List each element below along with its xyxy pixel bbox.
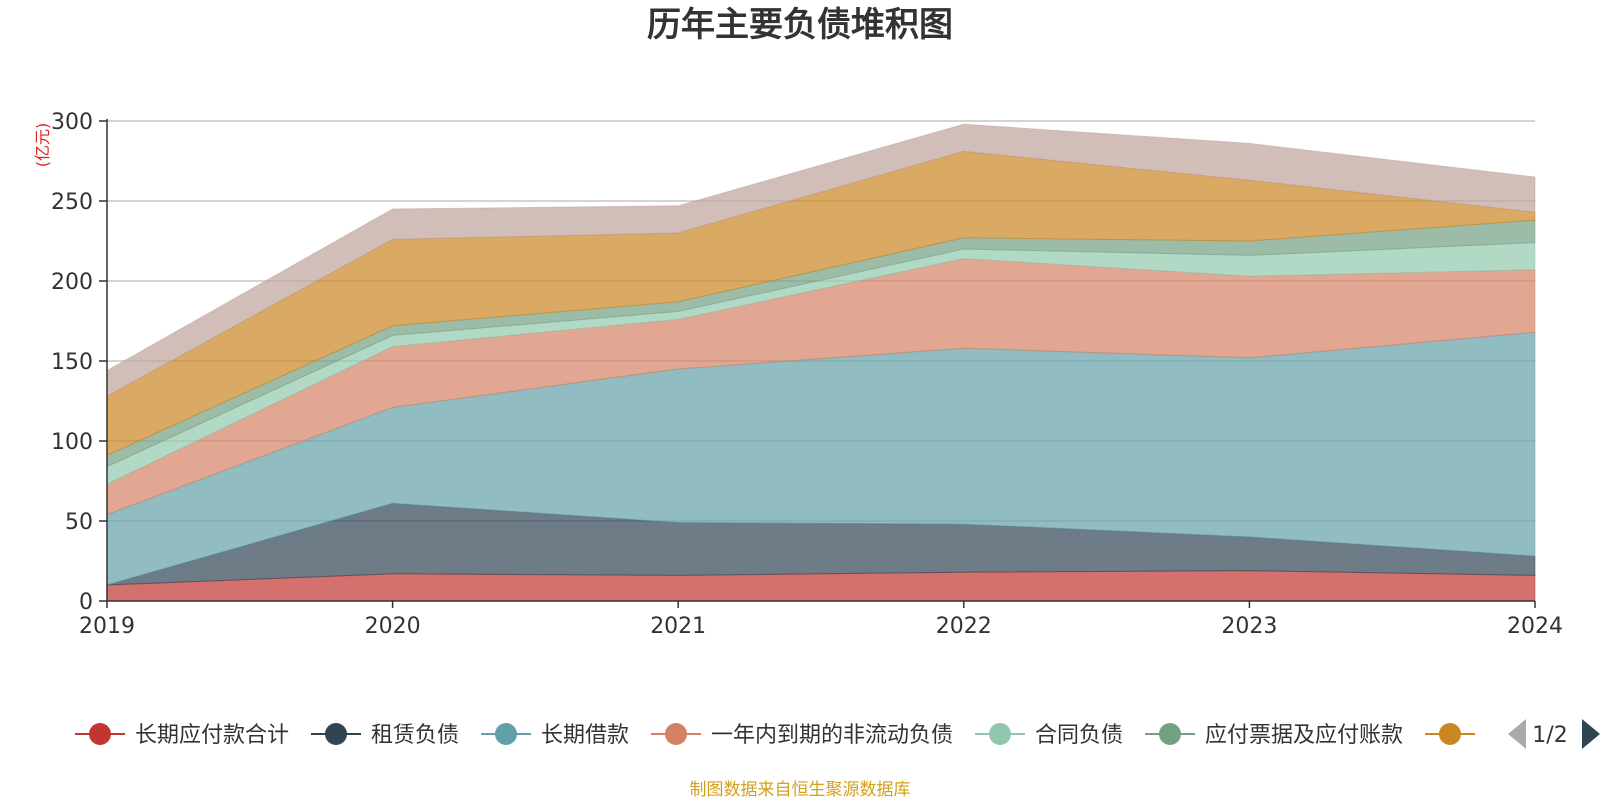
legend-label: 一年内到期的非流动负债 [711, 723, 953, 748]
legend-page-indicator: 1/2 [1532, 723, 1567, 748]
y-tick-label: 200 [51, 270, 93, 295]
x-tick-label: 2024 [1507, 614, 1563, 639]
y-tick-label: 300 [51, 110, 93, 135]
x-tick-label: 2020 [365, 614, 421, 639]
source-note: 制图数据来自恒生聚源数据库 [690, 780, 911, 800]
area-series [106, 123, 1536, 602]
legend-next-arrow-icon[interactable] [1582, 719, 1600, 749]
x-tick-label: 2019 [79, 614, 135, 639]
legend-label: 长期应付款合计 [135, 723, 289, 748]
chart-title: 历年主要负债堆积图 [647, 5, 953, 45]
area-series-8 [106, 123, 1536, 398]
axes: 0 50 100 150 200 250 300 2019 2020 2021 2022 2023 20… [51, 110, 1563, 639]
legend-marker-icon [989, 723, 1011, 745]
y-tick-label: 150 [51, 350, 93, 375]
legend-marker-icon [325, 723, 347, 745]
legend-item[interactable]: 一年内到期的非流动负债 [651, 723, 953, 748]
legend: 长期应付款合计 租赁负债 长期借款 一年内到期的非流动负债 合同负债 应付票据及应付账款 [75, 723, 1475, 748]
legend-marker-icon [1159, 723, 1181, 745]
legend-marker-icon [665, 723, 687, 745]
legend-item[interactable]: 租赁负债 [311, 723, 459, 748]
legend-marker-icon [1439, 723, 1461, 745]
legend-label: 长期借款 [541, 723, 629, 748]
legend-marker-icon [495, 723, 517, 745]
y-tick-label: 250 [51, 190, 93, 215]
legend-marker-icon [89, 723, 111, 745]
legend-item[interactable]: 应付票据及应付账款 [1145, 723, 1403, 748]
legend-item[interactable]: 长期借款 [481, 723, 629, 748]
legend-label: 租赁负债 [371, 723, 459, 748]
legend-prev-arrow-icon[interactable] [1508, 719, 1526, 749]
legend-label: 应付票据及应付账款 [1205, 723, 1403, 748]
legend-label: 合同负债 [1035, 723, 1123, 748]
x-tick-label: 2023 [1221, 614, 1277, 639]
legend-item[interactable] [1425, 723, 1475, 745]
y-tick-label: 50 [65, 510, 93, 535]
legend-item[interactable]: 长期应付款合计 [75, 723, 289, 748]
legend-item[interactable]: 合同负债 [975, 723, 1123, 748]
legend-pager[interactable]: 1/2 [1508, 719, 1600, 749]
y-tick-label: 0 [79, 590, 93, 615]
y-tick-label: 100 [51, 430, 93, 455]
y-axis-unit: (亿元) [33, 123, 52, 168]
x-tick-label: 2021 [650, 614, 706, 639]
x-tick-label: 2022 [936, 614, 992, 639]
